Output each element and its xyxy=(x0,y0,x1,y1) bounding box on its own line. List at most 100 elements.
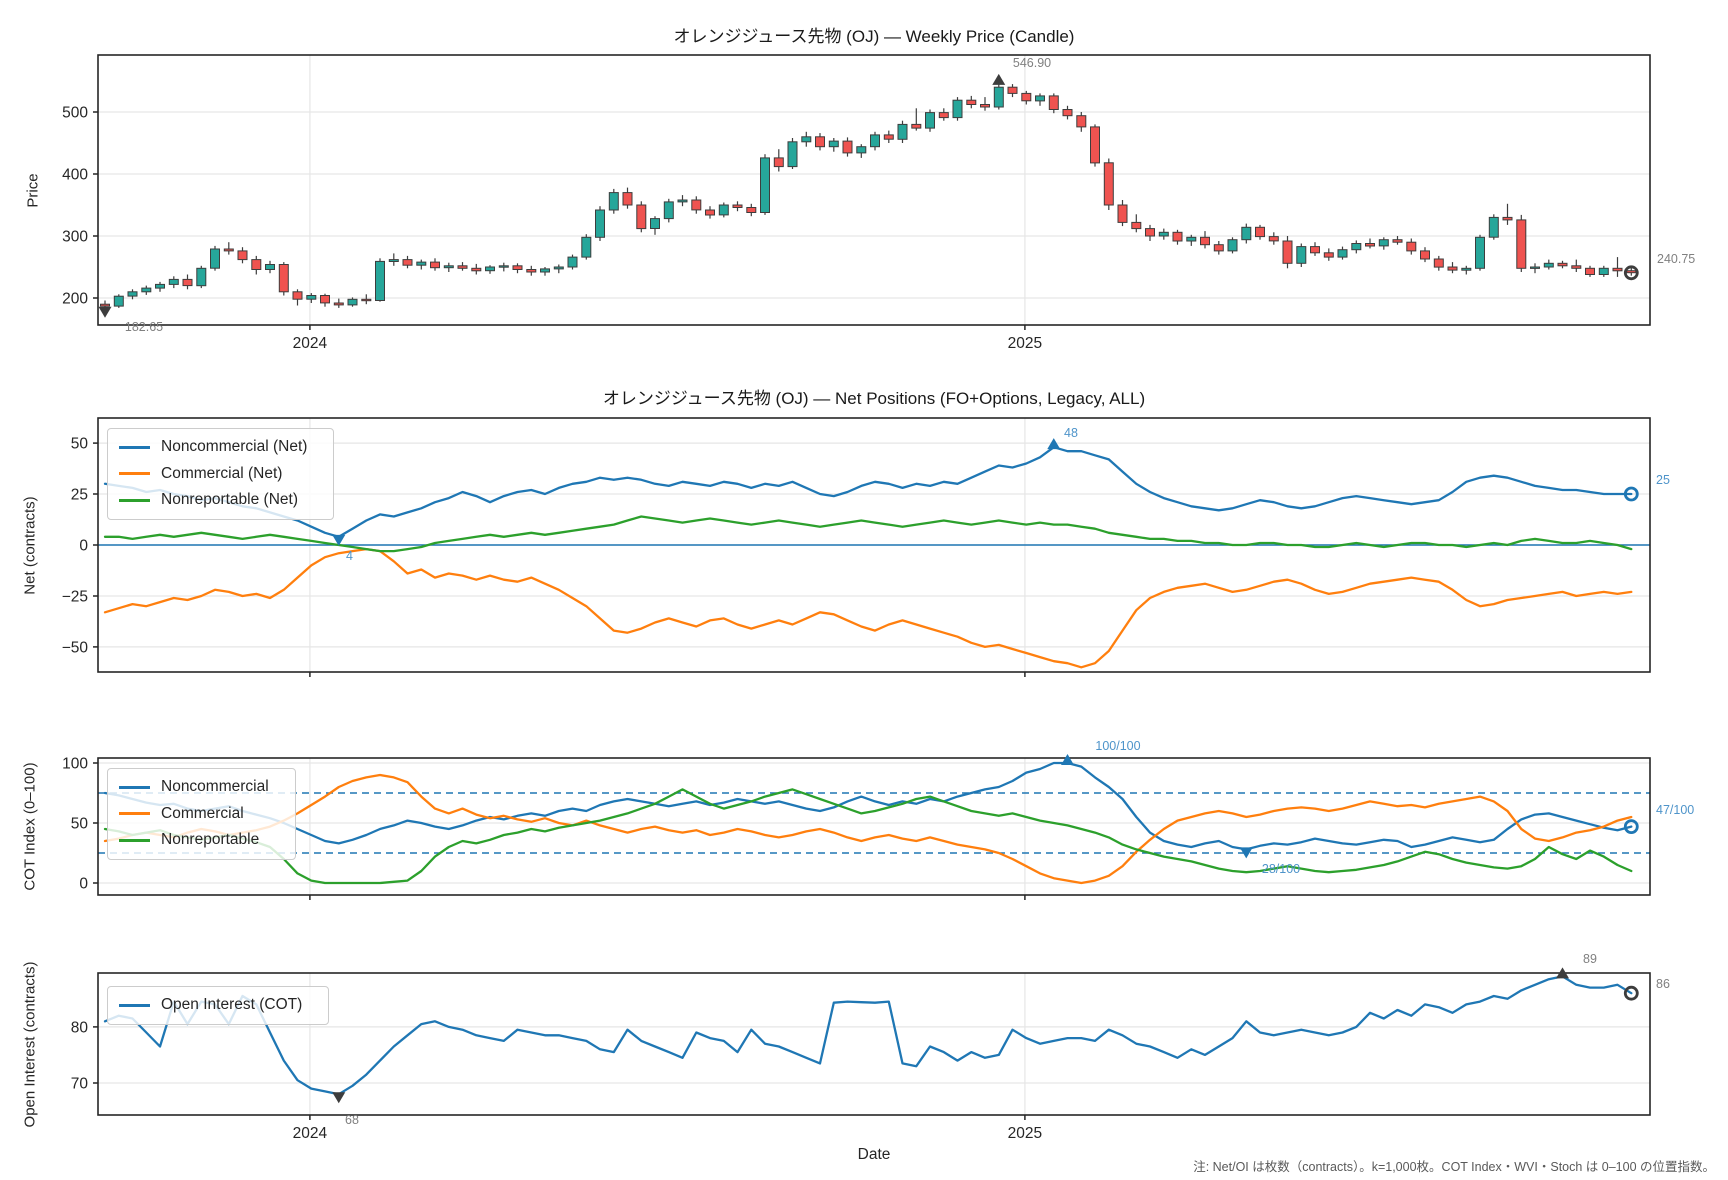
legend-line-swatch xyxy=(119,498,150,502)
candle-up xyxy=(485,266,495,272)
candle-up xyxy=(1296,246,1307,264)
candle-up xyxy=(210,248,220,269)
candle-down xyxy=(223,248,234,252)
candle-down xyxy=(622,192,633,206)
candle-down xyxy=(1021,92,1032,102)
net-axis-label: Net (contracts) xyxy=(21,496,39,595)
candle-down xyxy=(333,302,344,306)
candle-down xyxy=(361,298,372,302)
annotation-label: 25 xyxy=(1656,473,1670,487)
legend-line-swatch xyxy=(119,445,150,449)
net-positions-chart-title: オレンジジュース先物 (OJ) — Net Positions (FO+Opti… xyxy=(602,389,1146,408)
annotation-label: 89 xyxy=(1583,952,1597,966)
legend-label: Open Interest (COT) xyxy=(161,996,303,1013)
marker-triangle-down xyxy=(332,1092,346,1104)
candle-up xyxy=(870,134,880,148)
y-tick-label: 80 xyxy=(71,1019,89,1036)
x-tick-label: 2024 xyxy=(293,335,328,352)
series-line-nonreportable-net xyxy=(103,515,1633,553)
candle-up xyxy=(127,291,138,297)
legend-line-swatch xyxy=(119,812,150,816)
candle-down xyxy=(1502,216,1513,221)
candle-up xyxy=(1488,216,1499,238)
candle-up xyxy=(1475,236,1485,269)
legend-label: Nonreportable xyxy=(161,831,260,849)
candle-down xyxy=(1145,228,1155,237)
plot-border xyxy=(97,54,1651,326)
candle-down xyxy=(1007,86,1018,94)
candle-up xyxy=(553,266,564,270)
candle-down xyxy=(1406,241,1417,252)
y-tick-label: −25 xyxy=(62,589,88,606)
candle-up xyxy=(787,141,798,168)
open_interest-panel: 70 80 2024 2025 89 68 86 xyxy=(71,952,1670,1142)
annotation-label: 48 xyxy=(1064,426,1078,440)
y-tick-label: 70 xyxy=(71,1076,89,1093)
open-interest-axis-label: Open Interest (contracts) xyxy=(21,961,39,1128)
candle-up xyxy=(141,287,152,293)
net_positions-legend: Noncommercial (Net) Commercial (Net) Nonre… xyxy=(107,428,335,520)
candle-up xyxy=(1158,231,1169,237)
x-tick-label: 2025 xyxy=(1008,1125,1042,1142)
annotation-label: 47/100 xyxy=(1656,803,1694,817)
marker-triangle-down xyxy=(1239,847,1253,859)
candle-down xyxy=(402,259,413,266)
candle-down xyxy=(1571,265,1582,269)
annotation-label: 4 xyxy=(346,549,353,563)
price-chart-title: オレンジジュース先物 (OJ) — Weekly Price (Candle) xyxy=(673,27,1075,46)
candle-up xyxy=(540,268,550,273)
candle-down xyxy=(1062,109,1073,117)
candle-down xyxy=(457,265,468,269)
legend-item: Nonreportable (Net) xyxy=(119,491,307,510)
candle-up xyxy=(718,204,729,216)
candle-up xyxy=(375,260,385,301)
candle-down xyxy=(237,250,248,261)
marker-triangle-up xyxy=(992,73,1006,85)
marker-triangle-up xyxy=(1047,438,1061,450)
candle-down xyxy=(1420,250,1430,260)
candle-down xyxy=(1255,226,1265,238)
candle-up xyxy=(677,199,688,203)
candle-down xyxy=(980,104,990,108)
candle-up xyxy=(663,201,674,220)
candle-down xyxy=(1557,262,1568,267)
candle-up xyxy=(347,298,358,306)
candle-up xyxy=(595,209,605,238)
legend-line-swatch xyxy=(119,1003,150,1007)
candle-up xyxy=(1378,239,1389,247)
y-tick-label: 0 xyxy=(79,538,88,555)
candle-down xyxy=(1213,244,1224,252)
candle-up xyxy=(388,259,399,263)
candle-down xyxy=(1447,266,1458,271)
candle-up xyxy=(306,295,317,300)
candle-down xyxy=(1433,258,1444,268)
plot-border xyxy=(97,757,1651,896)
candle-up xyxy=(498,265,509,268)
series-line-noncommercial xyxy=(103,761,1633,851)
legend-line-swatch xyxy=(119,785,150,789)
price-panel: 200 300 400 500 2024 2025 182.65 546.90 240.75 xyxy=(62,54,1695,352)
y-tick-label: 500 xyxy=(62,105,88,122)
legend-line-swatch xyxy=(119,472,150,476)
annotation-label: 182.65 xyxy=(125,320,163,334)
candle-up xyxy=(828,140,839,148)
candle-down xyxy=(691,199,702,211)
legend-label: Noncommercial (Net) xyxy=(161,438,308,455)
candle-up xyxy=(856,146,867,154)
candle-down xyxy=(705,209,715,216)
candle-down xyxy=(100,303,110,307)
candle-up xyxy=(581,236,592,258)
marker-triangle-down xyxy=(332,534,346,546)
candle-up xyxy=(1598,267,1609,275)
date-axis-label: Date xyxy=(857,1146,891,1163)
marker-circle xyxy=(1623,265,1639,281)
candle-down xyxy=(526,269,537,273)
candle-up xyxy=(1543,262,1554,268)
candle-up xyxy=(1227,239,1238,252)
candle-up xyxy=(155,283,165,289)
candle-down xyxy=(746,207,757,213)
annotation-label: 68 xyxy=(345,1113,359,1127)
candle-down xyxy=(1516,219,1527,269)
candle-down xyxy=(732,204,743,208)
legend-item: Commercial xyxy=(119,805,269,824)
